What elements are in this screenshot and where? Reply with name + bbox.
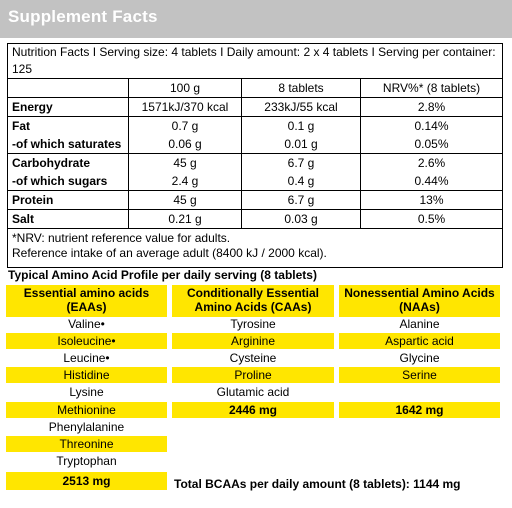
naa-item: Aspartic acid (339, 333, 500, 349)
row-label: Fat (7, 116, 129, 135)
table-row: Energy 1571kJ/370 kcal 233kJ/55 kcal 2.8… (7, 97, 503, 117)
row-value: 45 g (128, 190, 242, 210)
caa-total: 2446 mg (172, 402, 334, 418)
eaa-total: 2513 mg (6, 472, 167, 490)
header-bar: Supplement Facts (0, 0, 512, 38)
table-row: Protein 45 g 6.7 g 13% (7, 190, 503, 210)
naa-header: Nonessential Amino Acids (NAAs) (339, 285, 500, 317)
row-value: 0.05% (360, 135, 503, 154)
row-value: 6.7 g (241, 153, 361, 172)
reference-intake-note: Reference intake of an average adult (84… (12, 246, 327, 260)
caa-item: Cysteine (229, 351, 277, 365)
bcaa-total: Total BCAAs per daily amount (8 tablets)… (174, 477, 461, 491)
row-value: 2.6% (360, 153, 503, 172)
caa-header: Conditionally Essential Amino Acids (CAA… (172, 285, 334, 317)
eaa-item: Leucine• (63, 351, 110, 365)
eaa-item: Threonine (6, 436, 167, 452)
nrv-note: *NRV: nutrient reference value for adult… (12, 231, 231, 245)
row-value: 0.01 g (241, 135, 361, 154)
notes-cell: *NRV: nutrient reference value for adult… (7, 228, 503, 268)
naa-item: Alanine (399, 317, 440, 331)
eaa-item: Valine• (68, 317, 105, 331)
table-row: Fat 0.7 g 0.1 g 0.14% (7, 116, 503, 135)
eaa-item: Lysine (69, 385, 104, 399)
row-label: Carbohydrate (7, 153, 129, 172)
table-row: -of which sugars 2.4 g 0.4 g 0.44% (7, 172, 503, 191)
row-value: 2.4 g (128, 172, 242, 191)
naa-item: Glycine (399, 351, 440, 365)
row-value: 0.7 g (128, 116, 242, 135)
row-value: 45 g (128, 153, 242, 172)
caa-item: Proline (172, 367, 334, 383)
eaa-item: Histidine (6, 367, 167, 383)
nutrition-facts-table: Nutrition Facts I Serving size: 4 tablet… (7, 43, 503, 268)
caa-item: Tyrosine (230, 317, 276, 331)
header-cell-100g: 100 g (128, 78, 242, 98)
row-value: 0.44% (360, 172, 503, 191)
row-value: 0.4 g (241, 172, 361, 191)
row-label: -of which saturates (7, 135, 129, 154)
eaa-item: Phenylalanine (48, 420, 125, 434)
serving-line: Nutrition Facts I Serving size: 4 tablet… (7, 43, 503, 79)
notes-row: *NRV: nutrient reference value for adult… (7, 228, 503, 268)
row-value: 0.21 g (128, 209, 242, 229)
row-value: 0.5% (360, 209, 503, 229)
amino-profile-title: Typical Amino Acid Profile per daily ser… (8, 268, 317, 282)
row-value: 2.8% (360, 97, 503, 117)
row-label: Energy (7, 97, 129, 117)
eaa-item: Isoleucine• (6, 333, 167, 349)
eaa-header: Essential amino acids (EAAs) (6, 285, 167, 317)
row-label: Protein (7, 190, 129, 210)
caa-item: Glutamic acid (216, 385, 290, 399)
row-value: 1571kJ/370 kcal (128, 97, 242, 117)
table-row: Salt 0.21 g 0.03 g 0.5% (7, 209, 503, 229)
header-cell-nrv: NRV%* (8 tablets) (360, 78, 503, 98)
row-value: 0.06 g (128, 135, 242, 154)
caa-item: Arginine (172, 333, 334, 349)
table-row: -of which saturates 0.06 g 0.01 g 0.05% (7, 135, 503, 154)
eaa-item: Tryptophan (56, 454, 117, 468)
table-row: Carbohydrate 45 g 6.7 g 2.6% (7, 153, 503, 172)
naa-total: 1642 mg (339, 402, 500, 418)
row-label: -of which sugars (7, 172, 129, 191)
header-cell-8tablets: 8 tablets (241, 78, 361, 98)
row-value: 13% (360, 190, 503, 210)
row-value: 0.1 g (241, 116, 361, 135)
row-value: 233kJ/55 kcal (241, 97, 361, 117)
page-title: Supplement Facts (8, 7, 158, 26)
serving-text: Nutrition Facts I Serving size: 4 tablet… (12, 45, 496, 76)
table-header-row: 100 g 8 tablets NRV%* (8 tablets) (7, 78, 503, 98)
row-value: 0.03 g (241, 209, 361, 229)
row-value: 6.7 g (241, 190, 361, 210)
row-value: 0.14% (360, 116, 503, 135)
header-cell-empty (7, 78, 129, 98)
row-label: Salt (7, 209, 129, 229)
eaa-item: Methionine (6, 402, 167, 418)
naa-item: Serine (339, 367, 500, 383)
